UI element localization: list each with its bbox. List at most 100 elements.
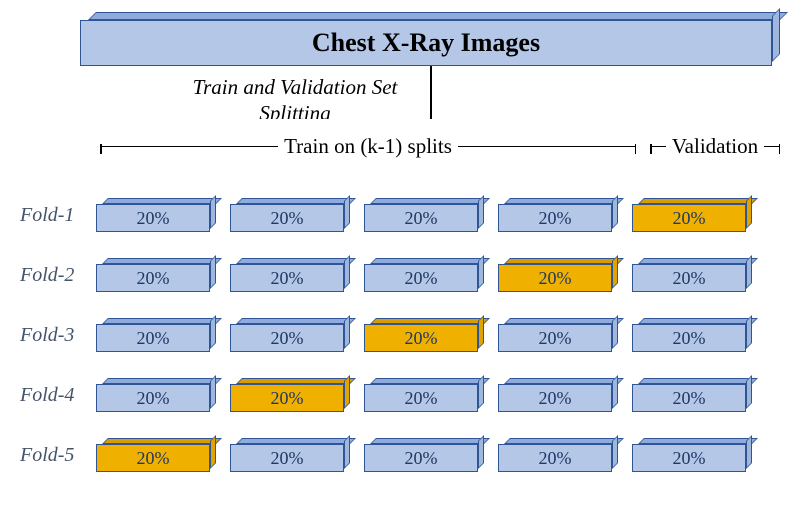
header-top-face: [88, 12, 788, 20]
block-side-face: [344, 315, 350, 349]
block-front-face: 20%: [632, 264, 746, 292]
train-block: 20%: [96, 198, 216, 232]
train-block: 20%: [498, 378, 618, 412]
train-block: 20%: [632, 438, 752, 472]
validation-block: 20%: [96, 438, 216, 472]
validation-bracket: Validation: [650, 146, 780, 176]
block-front-face: 20%: [632, 444, 746, 472]
block-front-face: 20%: [364, 384, 478, 412]
train-block: 20%: [364, 198, 484, 232]
block-side-face: [746, 435, 752, 469]
block-front-face: 20%: [632, 324, 746, 352]
fold-row: Fold-120%20%20%20%20%: [20, 194, 768, 236]
block-front-face: 20%: [498, 444, 612, 472]
block-side-face: [344, 435, 350, 469]
block-front-face: 20%: [632, 384, 746, 412]
block-front-face: 20%: [498, 204, 612, 232]
block-front-face: 20%: [498, 324, 612, 352]
train-block: 20%: [364, 258, 484, 292]
train-block: 20%: [632, 378, 752, 412]
fold-label: Fold-5: [20, 444, 96, 467]
block-side-face: [210, 315, 216, 349]
block-front-face: 20%: [230, 444, 344, 472]
block-side-face: [344, 195, 350, 229]
fold-label: Fold-2: [20, 264, 96, 287]
block-side-face: [210, 435, 216, 469]
fold-label: Fold-4: [20, 384, 96, 407]
train-bracket: Train on (k-1) splits: [100, 146, 636, 176]
fold-blocks: 20% 20% 20% 20% 20%: [96, 438, 752, 472]
fold-blocks: 20% 20% 20% 20% 20%: [96, 378, 752, 412]
block-front-face: 20%: [230, 384, 344, 412]
header-3d-bar: Chest X-Ray Images: [80, 12, 780, 66]
fold-blocks: 20% 20% 20% 20% 20%: [96, 318, 752, 352]
validation-block: 20%: [498, 258, 618, 292]
train-block: 20%: [364, 438, 484, 472]
block-side-face: [478, 435, 484, 469]
block-front-face: 20%: [364, 264, 478, 292]
block-side-face: [746, 255, 752, 289]
block-side-face: [478, 315, 484, 349]
train-block: 20%: [230, 258, 350, 292]
block-front-face: 20%: [364, 324, 478, 352]
validation-block: 20%: [230, 378, 350, 412]
block-front-face: 20%: [230, 264, 344, 292]
header-side-face: [772, 8, 780, 62]
train-block: 20%: [230, 438, 350, 472]
block-side-face: [210, 195, 216, 229]
block-side-face: [746, 375, 752, 409]
fold-blocks: 20% 20% 20% 20% 20%: [96, 258, 752, 292]
block-side-face: [746, 315, 752, 349]
train-block: 20%: [364, 378, 484, 412]
fold-blocks: 20% 20% 20% 20% 20%: [96, 198, 752, 232]
train-block: 20%: [498, 198, 618, 232]
fold-row: Fold-420%20%20%20%20%: [20, 374, 768, 416]
train-block: 20%: [632, 258, 752, 292]
block-front-face: 20%: [96, 264, 210, 292]
block-side-face: [344, 375, 350, 409]
fold-label: Fold-3: [20, 324, 96, 347]
folds-container: Fold-120%20%20%20%20%Fold-220%20%20%20%2…: [20, 194, 768, 476]
fold-row: Fold-320%20%20%20%20%: [20, 314, 768, 356]
block-front-face: 20%: [96, 444, 210, 472]
block-side-face: [344, 255, 350, 289]
block-front-face: 20%: [632, 204, 746, 232]
block-front-face: 20%: [96, 204, 210, 232]
block-front-face: 20%: [364, 444, 478, 472]
train-block: 20%: [230, 198, 350, 232]
block-front-face: 20%: [498, 384, 612, 412]
fold-row: Fold-520%20%20%20%20%: [20, 434, 768, 476]
block-side-face: [210, 255, 216, 289]
block-front-face: 20%: [364, 204, 478, 232]
block-front-face: 20%: [230, 324, 344, 352]
train-block: 20%: [632, 318, 752, 352]
block-front-face: 20%: [230, 204, 344, 232]
block-front-face: 20%: [498, 264, 612, 292]
train-block: 20%: [498, 318, 618, 352]
validation-bracket-label: Validation: [666, 134, 764, 158]
block-front-face: 20%: [96, 384, 210, 412]
block-side-face: [612, 375, 618, 409]
fold-label: Fold-1: [20, 204, 96, 227]
header-title: Chest X-Ray Images: [312, 28, 540, 58]
validation-block: 20%: [364, 318, 484, 352]
train-block: 20%: [498, 438, 618, 472]
block-side-face: [478, 255, 484, 289]
block-front-face: 20%: [96, 324, 210, 352]
train-bracket-label: Train on (k-1) splits: [278, 134, 458, 158]
block-side-face: [612, 315, 618, 349]
fold-row: Fold-220%20%20%20%20%: [20, 254, 768, 296]
block-side-face: [746, 195, 752, 229]
header-front-face: Chest X-Ray Images: [80, 20, 772, 66]
train-block: 20%: [230, 318, 350, 352]
block-side-face: [210, 375, 216, 409]
train-block: 20%: [96, 318, 216, 352]
block-side-face: [478, 375, 484, 409]
validation-block: 20%: [632, 198, 752, 232]
block-side-face: [612, 435, 618, 469]
block-side-face: [612, 195, 618, 229]
bracket-row: Train on (k-1) splits Validation: [100, 146, 780, 180]
train-block: 20%: [96, 378, 216, 412]
block-side-face: [612, 255, 618, 289]
train-block: 20%: [96, 258, 216, 292]
